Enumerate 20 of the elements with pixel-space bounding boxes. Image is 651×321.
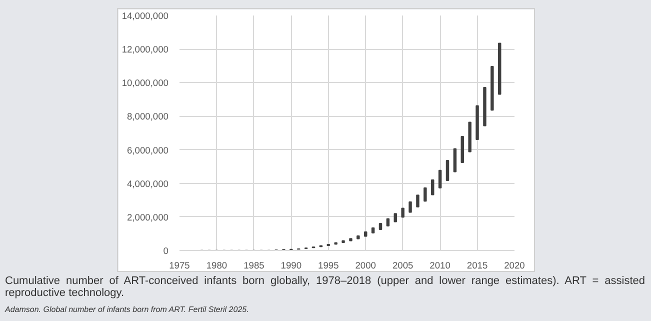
y-tick-label: 0	[163, 246, 169, 256]
x-tick-label: 2005	[392, 260, 414, 270]
x-tick-label: 1975	[169, 260, 190, 270]
y-tick-label: 2,000,000	[127, 212, 168, 222]
y-tick-label: 12,000,000	[122, 44, 168, 55]
x-tick-label: 1990	[280, 260, 302, 270]
x-tick-label: 1980	[206, 260, 228, 270]
y-tick-label: 14,000,000	[122, 11, 168, 21]
x-tick-label: 2020	[504, 260, 525, 270]
x-tick-label: 2015	[466, 260, 488, 270]
y-tick-label: 4,000,000	[127, 178, 168, 189]
y-tick-label: 6,000,000	[127, 145, 168, 156]
y-tick-label: 10,000,000	[122, 78, 168, 88]
x-tick-label: 1985	[244, 260, 264, 270]
text: Cumulative number of ART-conceived infants born globally, 1978–2018 (upper and lower range estimates). ART = assisted reproductive technology.	[5, 275, 645, 300]
y-tick-label: 8,000,000	[127, 112, 168, 122]
x-tick-label: 2010	[430, 260, 450, 270]
x-tick-label: 2000	[355, 260, 376, 270]
x-tick-label: 1995	[318, 260, 339, 270]
text: Adamson. Global number of infants born from ART. Fertil Steril 2025.	[5, 304, 249, 316]
